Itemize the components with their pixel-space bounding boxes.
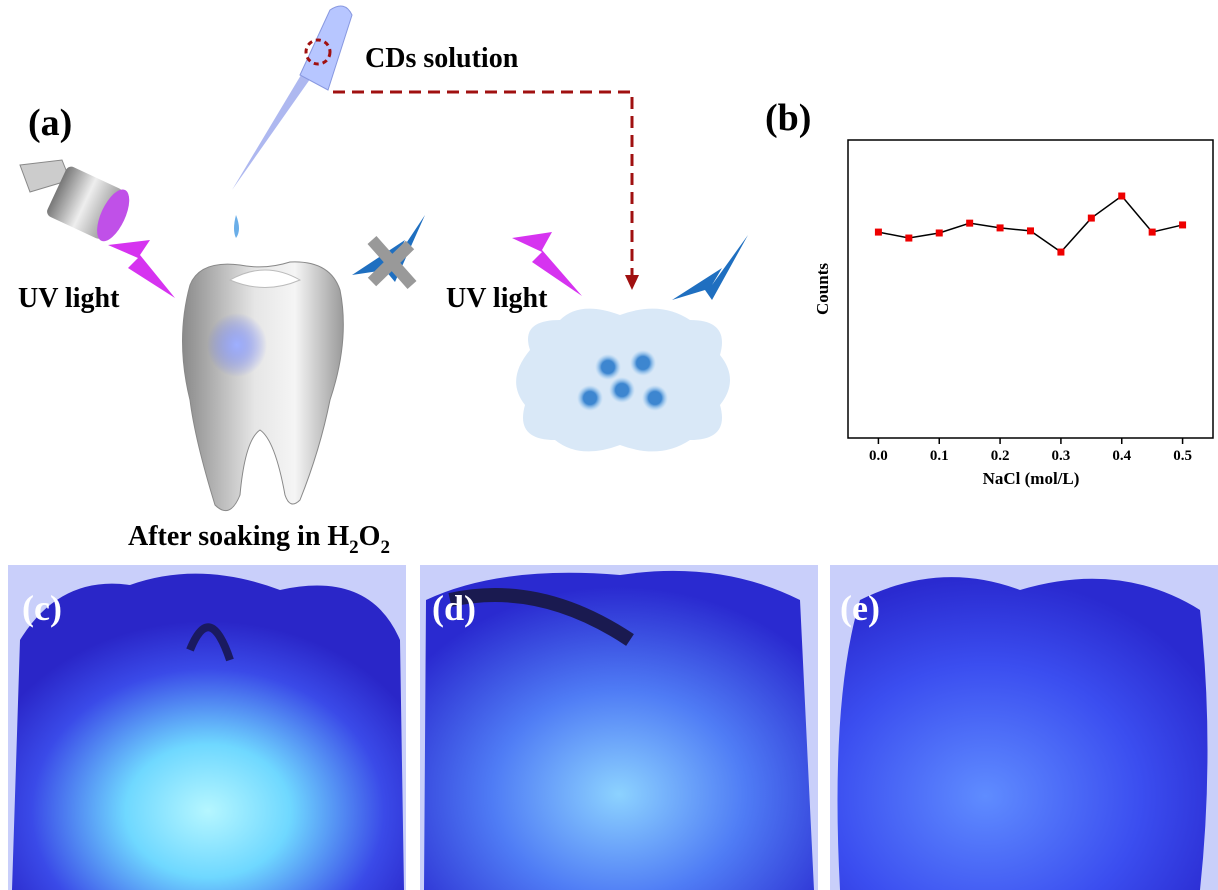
point xyxy=(1149,229,1156,236)
caption-text: O xyxy=(359,521,381,552)
plot-frame xyxy=(848,140,1213,438)
series-line xyxy=(878,196,1182,252)
photo-label: (d) xyxy=(432,588,476,628)
uv-label: UV light xyxy=(446,283,548,314)
point xyxy=(1057,249,1064,256)
point xyxy=(1027,227,1034,234)
point xyxy=(1088,215,1095,222)
x-tick-label: 0.3 xyxy=(1052,448,1071,464)
panel-a-art xyxy=(20,6,748,511)
x-tick-label: 0.4 xyxy=(1112,448,1131,464)
x-tick-label: 0.2 xyxy=(991,448,1010,464)
solution-label: CDs solution xyxy=(365,43,519,74)
x-axis-label: NaCl (mol/L) xyxy=(983,469,1080,488)
panel-label: (b) xyxy=(765,97,811,139)
y-axis-label: Counts xyxy=(813,263,832,315)
point xyxy=(1118,193,1125,200)
point xyxy=(936,229,943,236)
chart-b: 0.0 0.1 0.2 0.3 0.4 0.5 xyxy=(869,193,1192,464)
point xyxy=(997,224,1004,231)
caption-sub: 2 xyxy=(380,537,390,558)
photo-label: (e) xyxy=(840,588,880,628)
photo xyxy=(830,565,1218,890)
point xyxy=(905,235,912,242)
photo xyxy=(8,565,406,890)
x-tick-label: 0.1 xyxy=(930,448,949,464)
uv-label: UV light xyxy=(18,283,120,314)
x-tick-label: 0.5 xyxy=(1173,448,1192,464)
caption: After soaking in H2O2 xyxy=(128,521,390,558)
x-tick-label: 0.0 xyxy=(869,448,888,464)
panel-label: (a) xyxy=(28,102,72,144)
point xyxy=(966,220,973,227)
figure: (a) CDs solution UV light UV light After… xyxy=(0,0,1218,890)
point xyxy=(875,229,882,236)
photo-label: (c) xyxy=(22,588,62,628)
point xyxy=(1179,221,1186,228)
caption-text: After soaking in H xyxy=(128,521,349,552)
caption-sub: 2 xyxy=(349,537,359,558)
photo xyxy=(420,565,818,890)
